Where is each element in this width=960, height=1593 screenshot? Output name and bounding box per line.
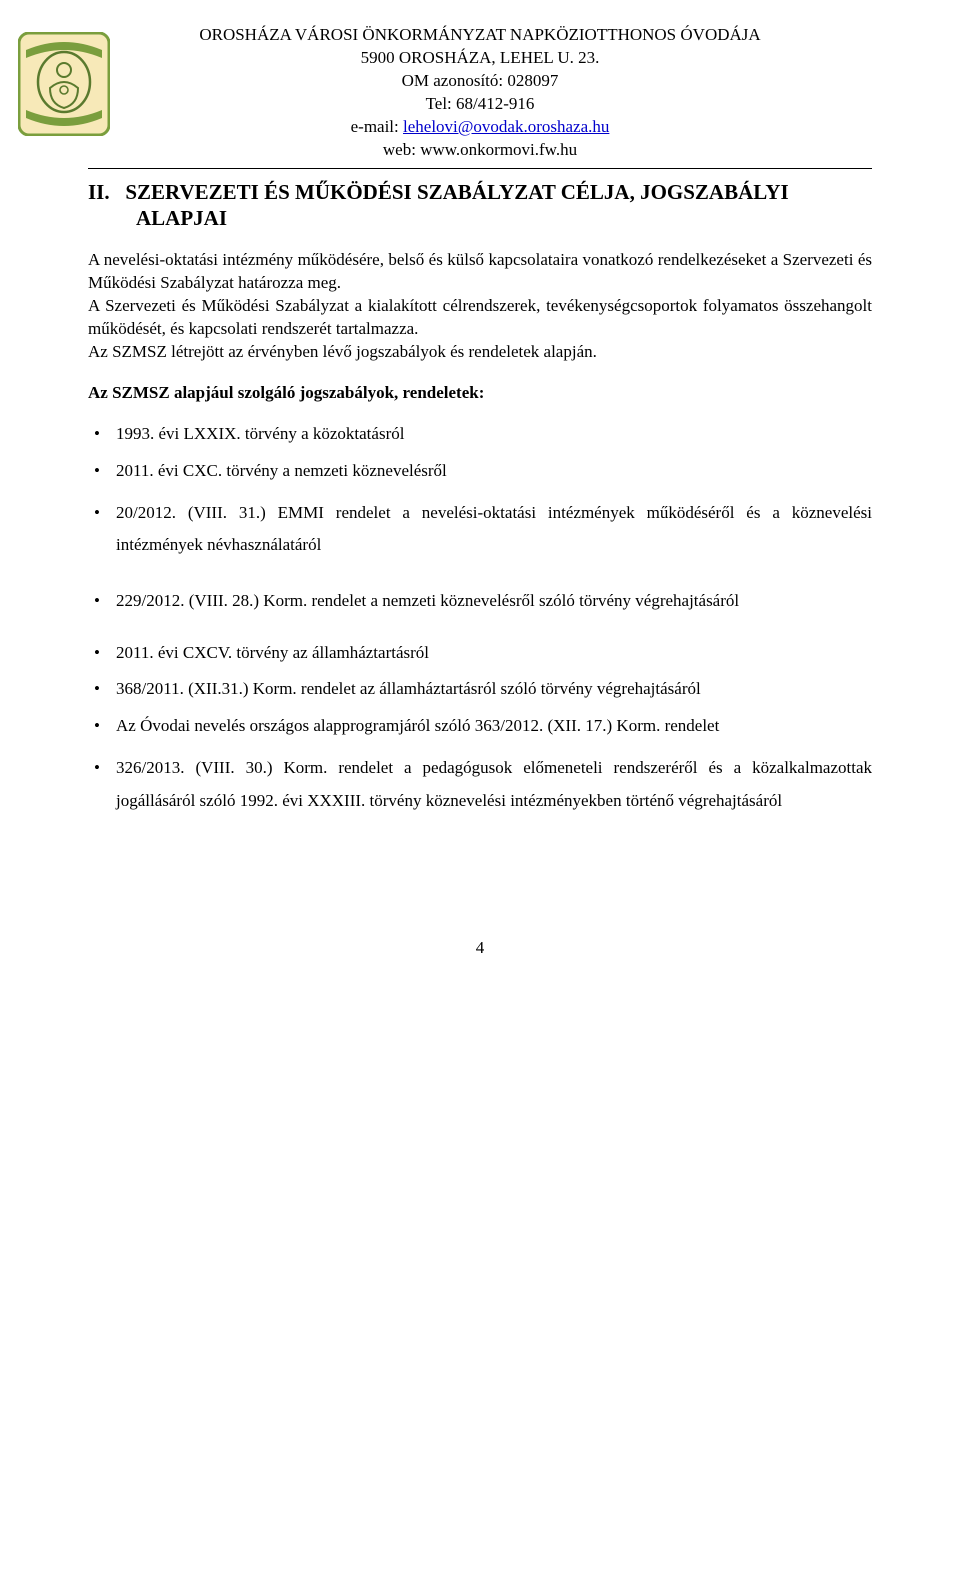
document-header: OROSHÁZA VÁROSI ÖNKORMÁNYZAT NAPKÖZIOTTH… — [88, 24, 872, 162]
web-prefix: web: — [383, 140, 420, 159]
logo — [18, 32, 110, 136]
header-address: 5900 OROSHÁZA, LEHEL U. 23. — [88, 47, 872, 70]
list-item: 2011. évi CXCV. törvény az államháztartá… — [88, 642, 872, 665]
web-url: www.onkormovi.fw.hu — [420, 140, 577, 159]
header-org-name: OROSHÁZA VÁROSI ÖNKORMÁNYZAT NAPKÖZIOTTH… — [88, 24, 872, 47]
paragraph-2: A Szervezeti és Működési Szabályzat a ki… — [88, 295, 872, 341]
header-email-line: e-mail: lehelovi@ovodak.oroshaza.hu — [88, 116, 872, 139]
email-link[interactable]: lehelovi@ovodak.oroshaza.hu — [403, 117, 609, 136]
page-number: 4 — [88, 937, 872, 960]
header-divider — [88, 168, 872, 169]
paragraph-1: A nevelési-oktatási intézmény működésére… — [88, 249, 872, 295]
logo-icon — [18, 32, 110, 136]
list-item: 229/2012. (VIII. 28.) Korm. rendelet a n… — [88, 585, 872, 617]
list-item: 326/2013. (VIII. 30.) Korm. rendelet a p… — [88, 752, 872, 817]
list-item: 20/2012. (VIII. 31.) EMMI rendelet a nev… — [88, 497, 872, 562]
list-item: 1993. évi LXXIX. törvény a közoktatásról — [88, 423, 872, 446]
header-web-line: web: www.onkormovi.fw.hu — [88, 139, 872, 162]
list-item: 2011. évi CXC. törvény a nemzeti közneve… — [88, 460, 872, 483]
list-item: 368/2011. (XII.31.) Korm. rendelet az ál… — [88, 678, 872, 701]
header-phone: Tel: 68/412-916 — [88, 93, 872, 116]
section-number: II. — [88, 180, 110, 204]
subheading-legal-basis: Az SZMSZ alapjául szolgáló jogszabályok,… — [88, 382, 872, 405]
list-item: Az Óvodai nevelés országos alapprogramjá… — [88, 715, 872, 738]
email-prefix: e-mail: — [351, 117, 403, 136]
header-om-id: OM azonosító: 028097 — [88, 70, 872, 93]
paragraph-3: Az SZMSZ létrejött az érvényben lévő jog… — [88, 341, 872, 364]
section-title: II. SZERVEZETI ÉS MŰKÖDÉSI SZABÁLYZAT CÉ… — [88, 179, 872, 232]
legal-references-list: 1993. évi LXXIX. törvény a közoktatásról… — [88, 423, 872, 817]
section-title-text: SZERVEZETI ÉS MŰKÖDÉSI SZABÁLYZAT CÉLJA,… — [125, 180, 788, 230]
